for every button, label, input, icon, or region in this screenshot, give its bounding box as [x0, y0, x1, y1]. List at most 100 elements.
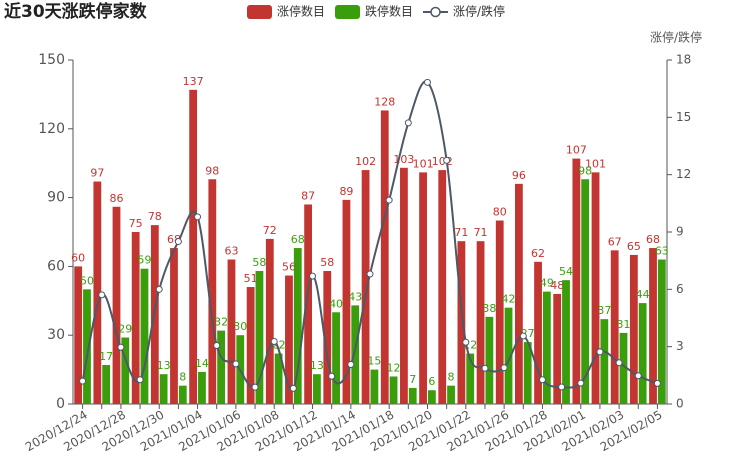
bar: [293, 248, 302, 404]
line-point: [538, 376, 546, 384]
y-tick-label: 150: [38, 52, 65, 68]
value-label: 67: [608, 235, 622, 248]
value-label: 58: [320, 256, 334, 269]
bar: [495, 220, 504, 404]
y-tick-label: 90: [47, 190, 65, 206]
bar: [562, 280, 570, 404]
bar: [476, 241, 485, 404]
value-label: 103: [393, 153, 414, 166]
bar: [638, 303, 647, 404]
value-label: 17: [99, 350, 113, 363]
bar: [121, 337, 130, 404]
value-label: 32: [214, 316, 228, 329]
y-tick-label: 120: [38, 121, 65, 137]
bar: [140, 268, 149, 404]
bar: [380, 110, 389, 404]
value-label: 38: [482, 302, 496, 315]
y2-tick-label: 15: [676, 110, 691, 124]
bar: [629, 254, 638, 404]
line-point: [251, 383, 259, 391]
bar: [457, 241, 466, 404]
bar: [542, 291, 551, 404]
bar: [408, 387, 417, 404]
y2-axis-label: 涨停/跌停: [650, 30, 702, 45]
line-point: [653, 379, 661, 387]
value-label: 98: [205, 164, 219, 177]
value-label: 8: [179, 371, 186, 384]
bar: [351, 305, 360, 404]
value-label: 107: [566, 144, 587, 157]
bar: [657, 259, 666, 404]
line-point: [328, 372, 336, 380]
value-label: 80: [493, 206, 507, 219]
bar: [102, 365, 111, 404]
y2-tick-label: 9: [676, 225, 684, 239]
bar: [246, 287, 255, 404]
bar: [198, 371, 206, 404]
line-point: [596, 348, 604, 356]
value-label: 71: [454, 226, 468, 239]
bar: [591, 172, 600, 404]
line-point: [443, 156, 451, 164]
value-label: 59: [137, 254, 151, 267]
line-point: [481, 364, 489, 372]
bar: [332, 312, 340, 404]
bar: [159, 374, 168, 404]
bar: [427, 390, 436, 404]
line-point: [79, 377, 87, 385]
y-tick-label: 60: [47, 258, 65, 274]
bar: [274, 353, 283, 404]
value-label: 68: [291, 233, 305, 246]
value-label: 71: [474, 226, 488, 239]
value-label: 13: [157, 359, 171, 372]
bar: [400, 167, 408, 404]
bar: [572, 158, 581, 404]
value-label: 102: [355, 155, 376, 168]
bar: [93, 181, 102, 404]
y2-tick-label: 0: [676, 397, 684, 411]
value-label: 98: [578, 164, 592, 177]
legend-label: 跌停数目: [365, 4, 413, 19]
bar: [342, 199, 351, 404]
bar: [447, 385, 455, 404]
value-label: 87: [301, 189, 315, 202]
line-point: [366, 270, 374, 278]
value-label: 56: [282, 261, 296, 274]
bar: [227, 259, 236, 404]
value-label: 42: [502, 293, 516, 306]
line-point: [347, 360, 355, 368]
line-point: [213, 342, 221, 350]
bar: [83, 289, 91, 404]
bar: [600, 319, 609, 404]
value-label: 63: [655, 245, 669, 258]
legend-label: 涨停数目: [277, 4, 325, 19]
value-label: 40: [329, 297, 343, 310]
y2-tick-label: 3: [676, 339, 684, 353]
bar: [304, 204, 313, 404]
value-label: 78: [148, 210, 162, 223]
bar: [419, 172, 427, 404]
value-label: 96: [512, 169, 526, 182]
bar: [74, 266, 83, 404]
bar: [534, 261, 542, 404]
bar: [208, 179, 217, 404]
bar: [438, 170, 447, 404]
bar: [523, 342, 532, 404]
bar: [581, 179, 590, 404]
value-label: 37: [597, 304, 611, 317]
bar: [361, 170, 370, 404]
value-label: 8: [448, 371, 455, 384]
bar: [610, 250, 619, 404]
bar: [217, 330, 226, 404]
line-point: [194, 213, 202, 221]
value-label: 60: [71, 251, 85, 264]
bar: [189, 89, 198, 405]
y2-tick-label: 6: [676, 282, 684, 296]
value-label: 128: [374, 95, 395, 108]
value-label: 101: [585, 157, 606, 170]
value-label: 86: [110, 192, 124, 205]
line-point: [289, 384, 297, 392]
value-label: 30: [233, 320, 247, 333]
bar: [285, 275, 293, 404]
line-point: [404, 119, 412, 127]
